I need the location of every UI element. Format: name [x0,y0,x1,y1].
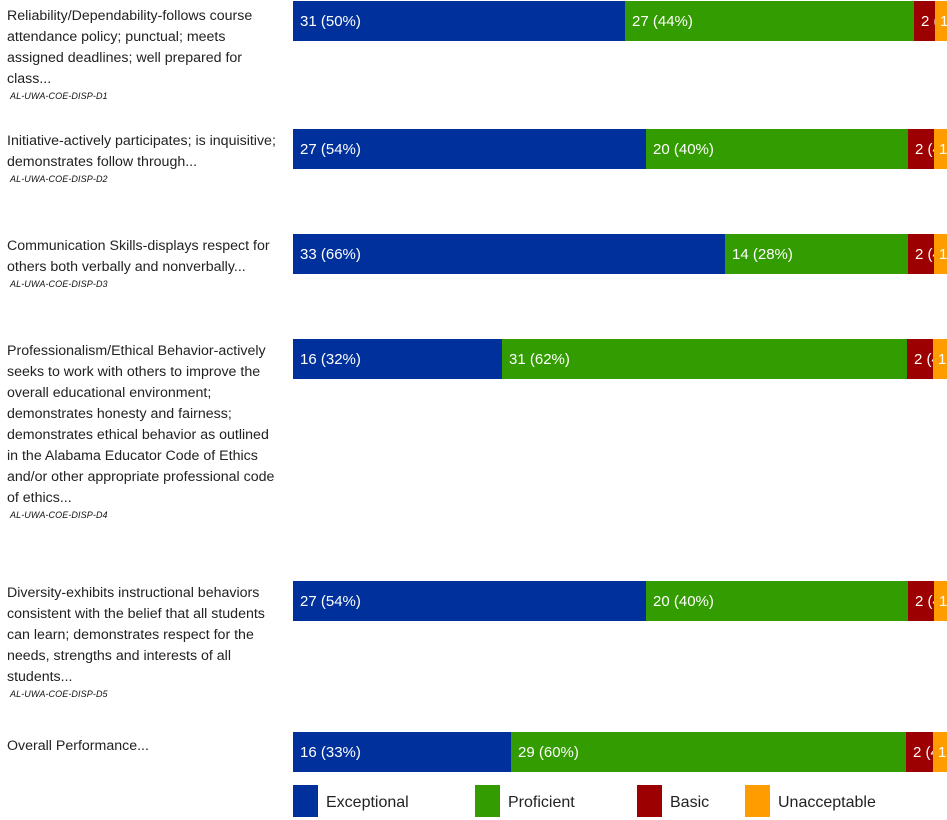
row-code: AL-UWA-COE-DISP-D3 [10,279,108,289]
bar-segment-unacceptable[interactable]: 1 (2%) [933,339,947,379]
row-code: AL-UWA-COE-DISP-D2 [10,174,108,184]
legend-swatch [637,785,662,817]
bar-segment-exceptional[interactable]: 31 (50%) [293,1,625,41]
bar-segment-proficient[interactable]: 14 (28%) [725,234,908,274]
bar-segment-proficient[interactable]: 27 (44%) [625,1,914,41]
legend-label: Basic [670,794,710,811]
bar-segment-proficient[interactable]: 29 (60%) [511,732,906,772]
row-label: Reliability/Dependability-follows course… [7,6,282,101]
legend-label: Exceptional [326,794,409,811]
stacked-bar: 33 (66%)14 (28%)2 (4%)1 (2%) [293,234,947,274]
row-title: Reliability/Dependability-follows course… [7,8,253,87]
bar-segment-basic[interactable]: 2 (4%) [907,339,933,379]
legend-label: Proficient [508,794,575,811]
bar-segment-unacceptable[interactable]: 1 (2%) [933,732,947,772]
bar-segment-exceptional[interactable]: 27 (54%) [293,129,646,169]
stacked-bar: 16 (33%)29 (60%)2 (4%)1 (2%) [293,732,947,772]
row-label: Professionalism/Ethical Behavior-activel… [7,341,282,520]
row-label: Diversity-exhibits instructional behavio… [7,583,282,699]
bar-segment-unacceptable[interactable]: 1 (2%) [934,581,947,621]
row-title: Communication Skills-displays respect fo… [7,238,270,275]
bar-segment-basic[interactable]: 2 (3%) [914,1,935,41]
bar-segment-exceptional[interactable]: 33 (66%) [293,234,725,274]
legend-swatch [475,785,500,817]
row-title: Overall Performance... [7,738,149,754]
stacked-bar: 31 (50%)27 (44%)2 (3%)1 (1%) [293,1,947,41]
row-code: AL-UWA-COE-DISP-D4 [10,510,108,520]
row-label: Initiative-actively participates; is inq… [7,131,282,184]
bar-segment-proficient[interactable]: 20 (40%) [646,581,908,621]
bar-segment-proficient[interactable]: 31 (62%) [502,339,907,379]
bar-segment-basic[interactable]: 2 (4%) [906,732,933,772]
legend-swatch [745,785,770,817]
row-label: Communication Skills-displays respect fo… [7,236,282,289]
bar-segment-exceptional[interactable]: 16 (32%) [293,339,502,379]
bar-segment-unacceptable[interactable]: 1 (2%) [934,234,947,274]
row-title: Professionalism/Ethical Behavior-activel… [7,343,275,506]
bar-segment-basic[interactable]: 2 (4%) [908,129,934,169]
bar-segment-basic[interactable]: 2 (4%) [908,234,934,274]
legend-swatch [293,785,318,817]
row-code: AL-UWA-COE-DISP-D1 [10,91,108,101]
legend-label: Unacceptable [778,794,876,811]
stacked-bar: 27 (54%)20 (40%)2 (4%)1 (2%) [293,581,947,621]
bar-segment-exceptional[interactable]: 16 (33%) [293,732,511,772]
row-code: AL-UWA-COE-DISP-D5 [10,689,108,699]
bar-segment-proficient[interactable]: 20 (40%) [646,129,908,169]
bar-segment-basic[interactable]: 2 (4%) [908,581,934,621]
bar-segment-unacceptable[interactable]: 1 (1%) [935,1,947,41]
row-title: Diversity-exhibits instructional behavio… [7,585,265,685]
bar-segment-exceptional[interactable]: 27 (54%) [293,581,646,621]
bar-segment-unacceptable[interactable]: 1 (2%) [934,129,947,169]
row-label: Overall Performance... [7,736,282,757]
stacked-bar: 16 (32%)31 (62%)2 (4%)1 (2%) [293,339,947,379]
stacked-bar: 27 (54%)20 (40%)2 (4%)1 (2%) [293,129,947,169]
row-title: Initiative-actively participates; is inq… [7,133,276,170]
